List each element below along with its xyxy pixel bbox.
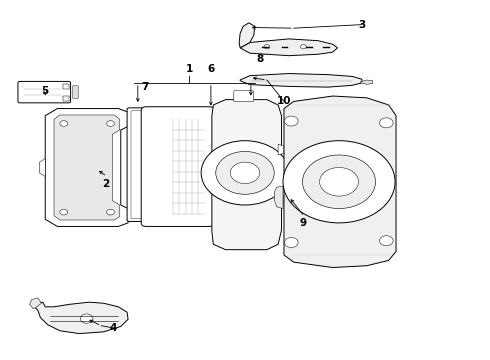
Circle shape bbox=[300, 45, 306, 49]
FancyBboxPatch shape bbox=[73, 86, 78, 99]
Circle shape bbox=[60, 209, 68, 215]
Text: 3: 3 bbox=[358, 19, 366, 30]
Text: 8: 8 bbox=[256, 54, 263, 64]
Circle shape bbox=[285, 116, 298, 126]
Text: 7: 7 bbox=[142, 82, 149, 92]
Circle shape bbox=[201, 141, 289, 205]
Circle shape bbox=[302, 155, 375, 208]
Polygon shape bbox=[45, 109, 128, 226]
FancyBboxPatch shape bbox=[63, 84, 69, 89]
Text: 6: 6 bbox=[207, 64, 215, 74]
Polygon shape bbox=[54, 115, 120, 220]
Circle shape bbox=[80, 314, 93, 323]
Text: 9: 9 bbox=[300, 218, 307, 228]
Polygon shape bbox=[278, 144, 284, 155]
Text: 1: 1 bbox=[185, 64, 193, 74]
FancyBboxPatch shape bbox=[141, 107, 214, 226]
FancyBboxPatch shape bbox=[63, 96, 69, 101]
Text: 10: 10 bbox=[277, 96, 291, 107]
Circle shape bbox=[319, 167, 359, 196]
Polygon shape bbox=[274, 186, 283, 208]
Circle shape bbox=[107, 209, 115, 215]
FancyBboxPatch shape bbox=[234, 91, 254, 102]
Circle shape bbox=[216, 152, 274, 194]
Circle shape bbox=[283, 141, 395, 223]
FancyBboxPatch shape bbox=[131, 111, 144, 219]
Circle shape bbox=[60, 121, 68, 126]
Text: 2: 2 bbox=[102, 179, 110, 189]
Polygon shape bbox=[30, 298, 41, 309]
Polygon shape bbox=[278, 194, 284, 205]
Polygon shape bbox=[35, 302, 128, 334]
FancyBboxPatch shape bbox=[18, 81, 71, 103]
FancyBboxPatch shape bbox=[207, 176, 213, 184]
Circle shape bbox=[264, 45, 270, 49]
FancyBboxPatch shape bbox=[127, 108, 148, 221]
Polygon shape bbox=[361, 80, 373, 84]
Polygon shape bbox=[240, 73, 362, 87]
Circle shape bbox=[230, 162, 260, 184]
Circle shape bbox=[107, 121, 115, 126]
Polygon shape bbox=[284, 96, 396, 267]
Text: 5: 5 bbox=[42, 86, 49, 96]
Text: 4: 4 bbox=[110, 323, 117, 333]
Circle shape bbox=[379, 236, 393, 246]
Circle shape bbox=[379, 118, 393, 128]
Circle shape bbox=[285, 238, 298, 248]
Polygon shape bbox=[239, 23, 255, 48]
Polygon shape bbox=[240, 39, 338, 56]
Polygon shape bbox=[39, 158, 45, 176]
Polygon shape bbox=[212, 100, 282, 249]
